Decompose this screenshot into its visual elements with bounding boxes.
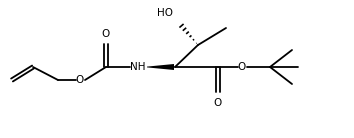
Polygon shape [147, 64, 174, 70]
Text: O: O [102, 29, 110, 39]
Text: O: O [76, 75, 84, 85]
Text: O: O [214, 98, 222, 108]
Text: NH: NH [130, 62, 146, 72]
Text: HO: HO [157, 8, 173, 18]
Text: O: O [238, 62, 246, 72]
